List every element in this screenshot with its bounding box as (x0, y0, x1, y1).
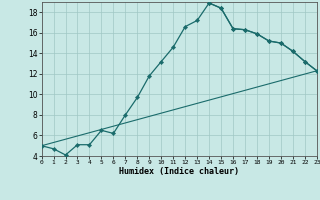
X-axis label: Humidex (Indice chaleur): Humidex (Indice chaleur) (119, 167, 239, 176)
